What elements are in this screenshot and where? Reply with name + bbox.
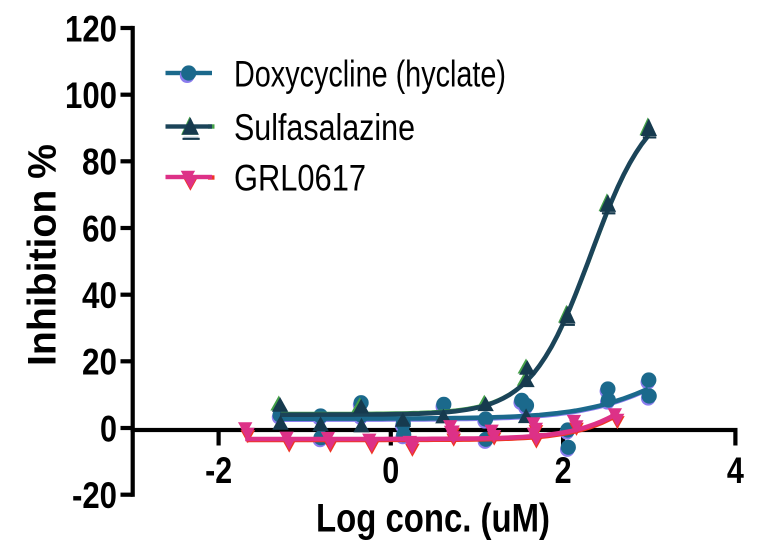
svg-text:0: 0 xyxy=(382,449,399,491)
svg-text:2: 2 xyxy=(555,449,572,491)
svg-text:100: 100 xyxy=(65,74,117,116)
svg-text:Sulfasalazine: Sulfasalazine xyxy=(234,107,415,148)
svg-text:20: 20 xyxy=(82,341,117,383)
svg-text:Doxycycline (hyclate): Doxycycline (hyclate) xyxy=(234,54,506,95)
svg-text:0: 0 xyxy=(100,407,117,449)
svg-text:4: 4 xyxy=(727,449,744,491)
svg-text:Log conc. (uM): Log conc. (uM) xyxy=(316,497,550,541)
svg-text:-20: -20 xyxy=(72,474,117,516)
svg-text:Inhibition %: Inhibition % xyxy=(21,144,65,366)
svg-text:120: 120 xyxy=(65,7,117,49)
svg-text:60: 60 xyxy=(82,207,117,249)
svg-text:40: 40 xyxy=(82,274,117,316)
svg-text:80: 80 xyxy=(82,141,117,183)
svg-text:-2: -2 xyxy=(205,449,232,491)
svg-text:GRL0617: GRL0617 xyxy=(234,158,366,199)
